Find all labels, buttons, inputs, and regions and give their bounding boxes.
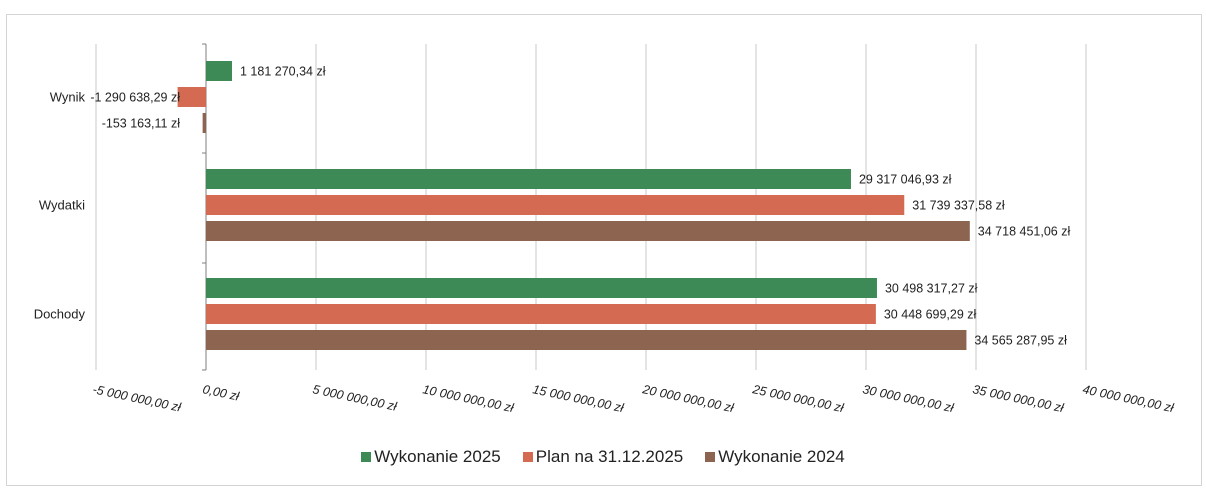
x-tick-label-2: 5 000 000,00 zł [311,382,399,414]
chart-legend: Wykonanie 2025 Plan na 31.12.2025 Wykona… [0,447,1206,467]
bar-wydatki-plan-na-31-12-2025 [206,195,905,215]
bar-wynik-wykonanie-2024 [202,113,206,133]
category-label-dochody: Dochody [34,307,86,322]
legend-label-wykonanie-2025: Wykonanie 2025 [374,447,501,466]
legend-item-plan-2025: Plan na 31.12.2025 [522,447,684,467]
data-label-wynik-wykonanie-2025: 1 181 270,34 zł [240,65,326,79]
legend-swatch-plan-2025 [522,452,533,462]
data-label-wydatki-wykonanie-2024: 34 718 451,06 zł [978,225,1071,239]
x-tick-label-6: 25 000 000,00 zł [750,382,846,415]
x-tick-label-3: 10 000 000,00 zł [421,382,516,415]
data-label-dochody-plan-na-31-12-2025: 30 448 699,29 zł [884,308,977,322]
x-tick-label-0: -5 000 000,00 zł [91,382,183,415]
category-label-wynik: Wynik [50,90,86,105]
bar-wydatki-wykonanie-2025 [206,169,851,189]
legend-label-plan-2025: Plan na 31.12.2025 [535,447,684,466]
data-label-wynik-wykonanie-2024: -153 163,11 zł [102,117,181,131]
bar-dochody-plan-na-31-12-2025 [206,304,876,324]
x-tick-label-7: 30 000 000,00 zł [861,382,956,415]
bar-dochody-wykonanie-2024 [206,330,967,350]
data-label-wydatki-wykonanie-2025: 29 317 046,93 zł [859,173,952,187]
bar-dochody-wykonanie-2025 [206,278,877,298]
legend-item-wykonanie-2024: Wykonanie 2024 [705,447,845,467]
data-label-wynik-plan-na-31-12-2025: -1 290 638,29 zł [90,91,180,105]
data-label-dochody-wykonanie-2024: 34 565 287,95 zł [974,334,1067,348]
x-tick-label-9: 40 000 000,00 zł [1081,382,1176,415]
bar-wynik-wykonanie-2025 [206,61,232,81]
data-label-dochody-wykonanie-2025: 30 498 317,27 zł [885,282,978,296]
x-tick-label-5: 20 000 000,00 zł [640,382,736,415]
legend-swatch-wykonanie-2025 [361,452,372,462]
category-label-wydatki: Wydatki [39,198,85,213]
legend-label-wykonanie-2024: Wykonanie 2024 [718,447,845,466]
legend-item-wykonanie-2025: Wykonanie 2025 [361,447,501,467]
x-tick-label-1: 0,00 zł [201,382,241,404]
data-label-wydatki-plan-na-31-12-2025: 31 739 337,58 zł [912,199,1005,213]
x-tick-label-4: 15 000 000,00 zł [531,382,626,415]
bar-wydatki-wykonanie-2024 [206,221,970,241]
x-tick-label-8: 35 000 000,00 zł [971,382,1066,415]
bar-wynik-plan-na-31-12-2025 [177,87,206,107]
legend-swatch-wykonanie-2024 [705,452,716,462]
